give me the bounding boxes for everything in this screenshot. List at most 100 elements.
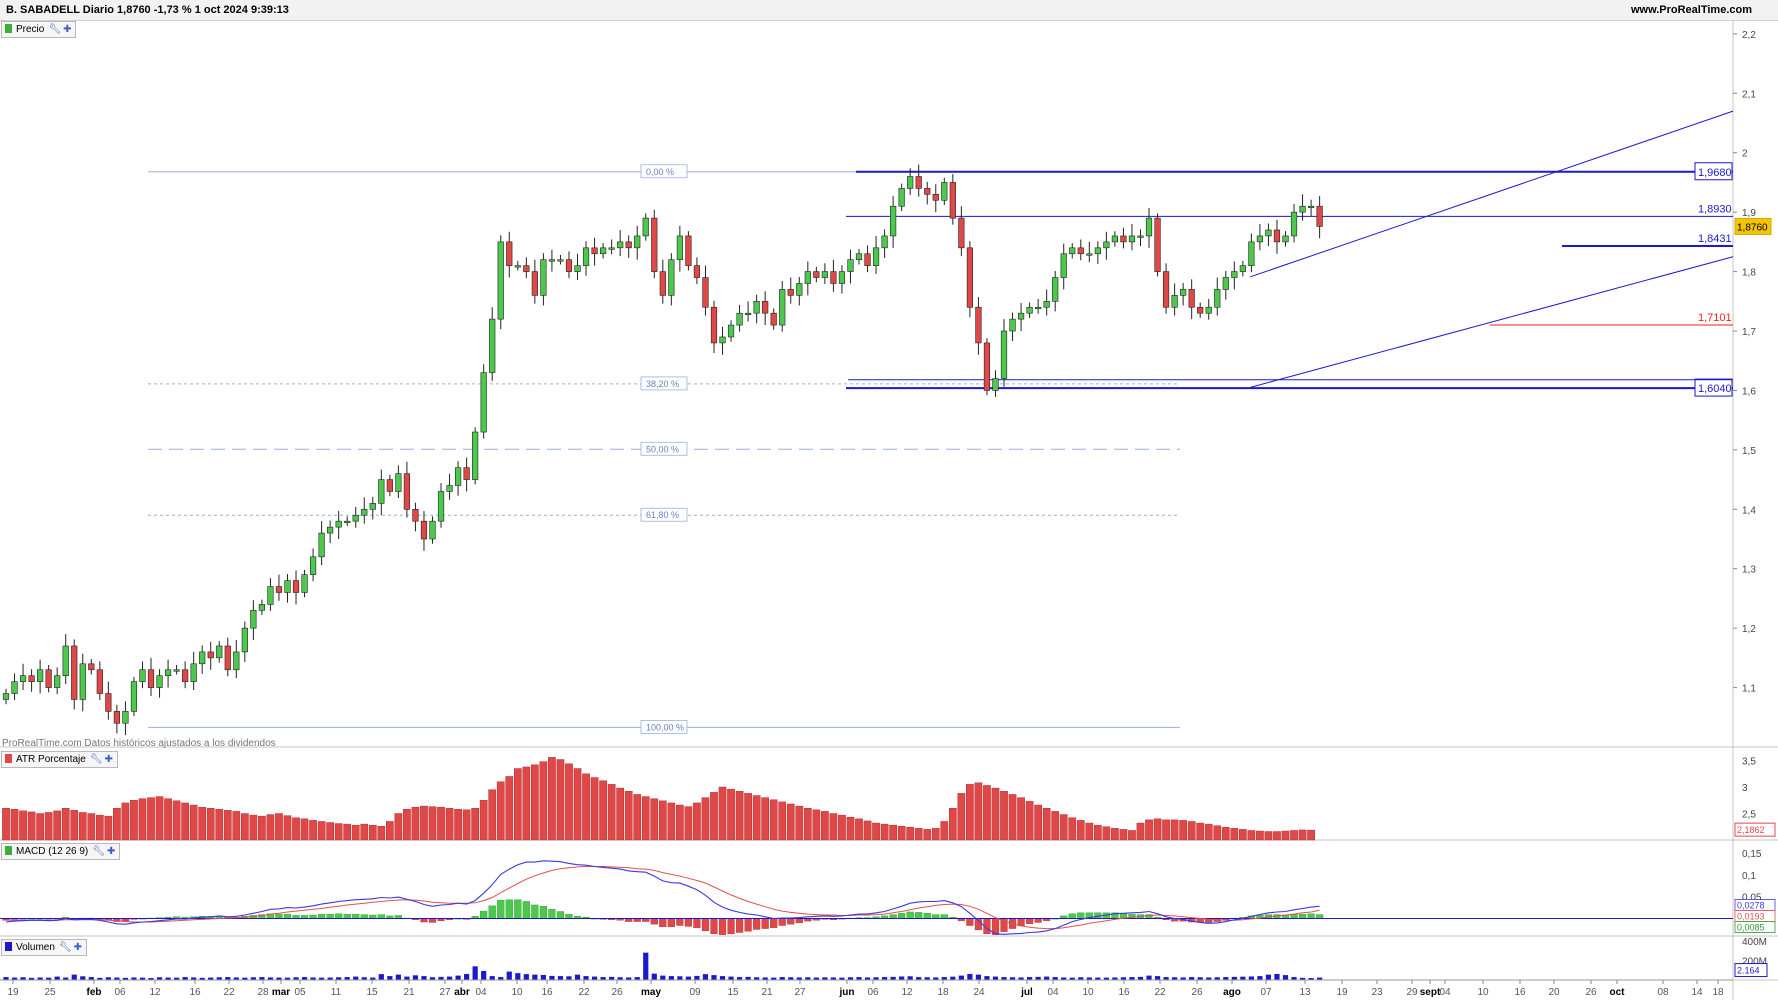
candle-down <box>659 271 666 296</box>
macd-histogram-bar <box>548 909 556 919</box>
macd-histogram-bar <box>923 913 931 919</box>
price-axis-label: 2,2 <box>1742 30 1756 41</box>
add-icon[interactable]: ✚ <box>63 24 72 35</box>
atr-bar <box>249 814 258 841</box>
volume-bar <box>583 976 589 980</box>
atr-panel-tag[interactable]: ATR Porcentaje 🔧︎ ✚ <box>1 751 118 768</box>
atr-bar <box>1042 807 1051 841</box>
volume-bar <box>694 975 700 980</box>
add-icon[interactable]: ✚ <box>73 942 83 953</box>
macd-color-swatch <box>5 846 12 855</box>
add-icon[interactable]: ✚ <box>106 846 116 857</box>
candle-down <box>830 271 837 284</box>
wrench-icon[interactable]: 🔧︎ <box>48 24 62 35</box>
volume-panel-tag[interactable]: Volumen 🔧︎ ✚ <box>1 939 88 956</box>
macd-histogram-bar <box>360 914 368 919</box>
macd-histogram-bar <box>335 913 343 919</box>
x-axis-label: 09 <box>689 987 701 998</box>
candle-up <box>352 514 359 522</box>
atr-bar <box>1119 829 1128 841</box>
macd-histogram-bar <box>352 913 360 919</box>
volume-bar <box>1274 973 1280 980</box>
price-axis-label: 1,2 <box>1742 624 1756 635</box>
atr-bar <box>786 803 795 841</box>
atr-bar <box>1256 830 1264 841</box>
volume-bar <box>1009 977 1016 980</box>
candle-down <box>1154 217 1161 272</box>
atr-bar <box>1093 824 1102 841</box>
candle-up <box>1145 217 1153 237</box>
candle-up <box>79 663 86 700</box>
wrench-icon[interactable]: 🔧︎ <box>58 942 72 953</box>
volume-bar <box>429 977 436 980</box>
price-axis-label: 1,4 <box>1742 505 1756 516</box>
volume-bar <box>685 976 691 980</box>
volume-bar <box>1146 975 1152 980</box>
volume-bar <box>1291 977 1297 980</box>
volume-bar <box>208 977 214 980</box>
x-axis-label: 06 <box>114 987 126 998</box>
atr-bar <box>727 788 735 841</box>
candle-up <box>395 473 402 492</box>
candle-up <box>216 645 223 659</box>
volume-bar <box>344 977 350 980</box>
atr-bar <box>761 797 770 841</box>
price-axis-label: 1,6 <box>1742 386 1756 397</box>
candle-up <box>599 247 607 255</box>
atr-bar <box>368 824 377 841</box>
wrench-icon[interactable]: 🔧︎ <box>92 846 105 857</box>
atr-bar <box>2 807 10 841</box>
volume-bar <box>933 977 939 980</box>
volume-bar <box>498 977 504 980</box>
atr-bar <box>556 759 565 841</box>
x-axis-label: 07 <box>1260 987 1272 998</box>
site-url[interactable]: www.ProRealTime.com <box>1630 4 1752 16</box>
candle-up <box>454 467 462 486</box>
atr-bar <box>1145 819 1153 841</box>
atr-bar <box>36 813 44 841</box>
volume-bar <box>293 977 299 980</box>
price-panel-tag[interactable]: Precio 🔧︎ ✚ <box>1 21 77 38</box>
atr-bar <box>78 812 87 841</box>
price-level-label: 1,8431 <box>1698 233 1732 245</box>
x-axis-label: feb <box>87 987 102 998</box>
atr-bar <box>906 827 915 841</box>
candle-down <box>693 265 701 278</box>
volume-bar <box>489 976 495 980</box>
volume-bar <box>1223 977 1229 980</box>
macd-histogram-bar <box>727 918 735 935</box>
volume-bar <box>881 977 888 980</box>
volume-bar <box>301 977 308 980</box>
atr-bar <box>821 811 829 841</box>
candle-down <box>710 306 718 344</box>
candle-up <box>1103 241 1110 249</box>
atr-bar <box>215 809 224 841</box>
volume-bar <box>754 977 760 980</box>
candle-up <box>139 669 146 682</box>
x-axis-label: 22 <box>223 987 235 998</box>
macd-panel-tag[interactable]: MACD (12 26 9) 🔧︎ ✚ <box>1 843 121 860</box>
volume-bar <box>361 977 367 980</box>
candle-up <box>1171 295 1178 308</box>
fib-level-label: 0,00 % <box>646 167 674 177</box>
volume-bar <box>591 976 598 980</box>
candle-down <box>45 669 52 688</box>
wrench-icon[interactable]: 🔧︎ <box>89 754 103 765</box>
candle-down <box>864 253 871 266</box>
add-icon[interactable]: ✚ <box>104 754 113 765</box>
macd-histogram-bar <box>497 899 505 919</box>
macd-value-label: 0,0085 <box>1737 923 1765 933</box>
x-axis-label: 11 <box>331 987 342 998</box>
candle-up <box>437 491 445 522</box>
atr-value-label: 2,1862 <box>1737 825 1765 835</box>
macd-histogram-bar <box>650 918 658 925</box>
volume-bar <box>63 977 69 980</box>
volume-bar <box>634 977 640 980</box>
volume-panel-label: Volumen <box>16 942 55 953</box>
atr-bar <box>650 798 659 841</box>
candle-up <box>233 651 240 671</box>
x-axis-label: 13 <box>1299 987 1311 998</box>
macd-histogram-bar <box>693 918 701 928</box>
x-axis-label: mar <box>272 987 290 998</box>
candle-up <box>1282 235 1289 243</box>
